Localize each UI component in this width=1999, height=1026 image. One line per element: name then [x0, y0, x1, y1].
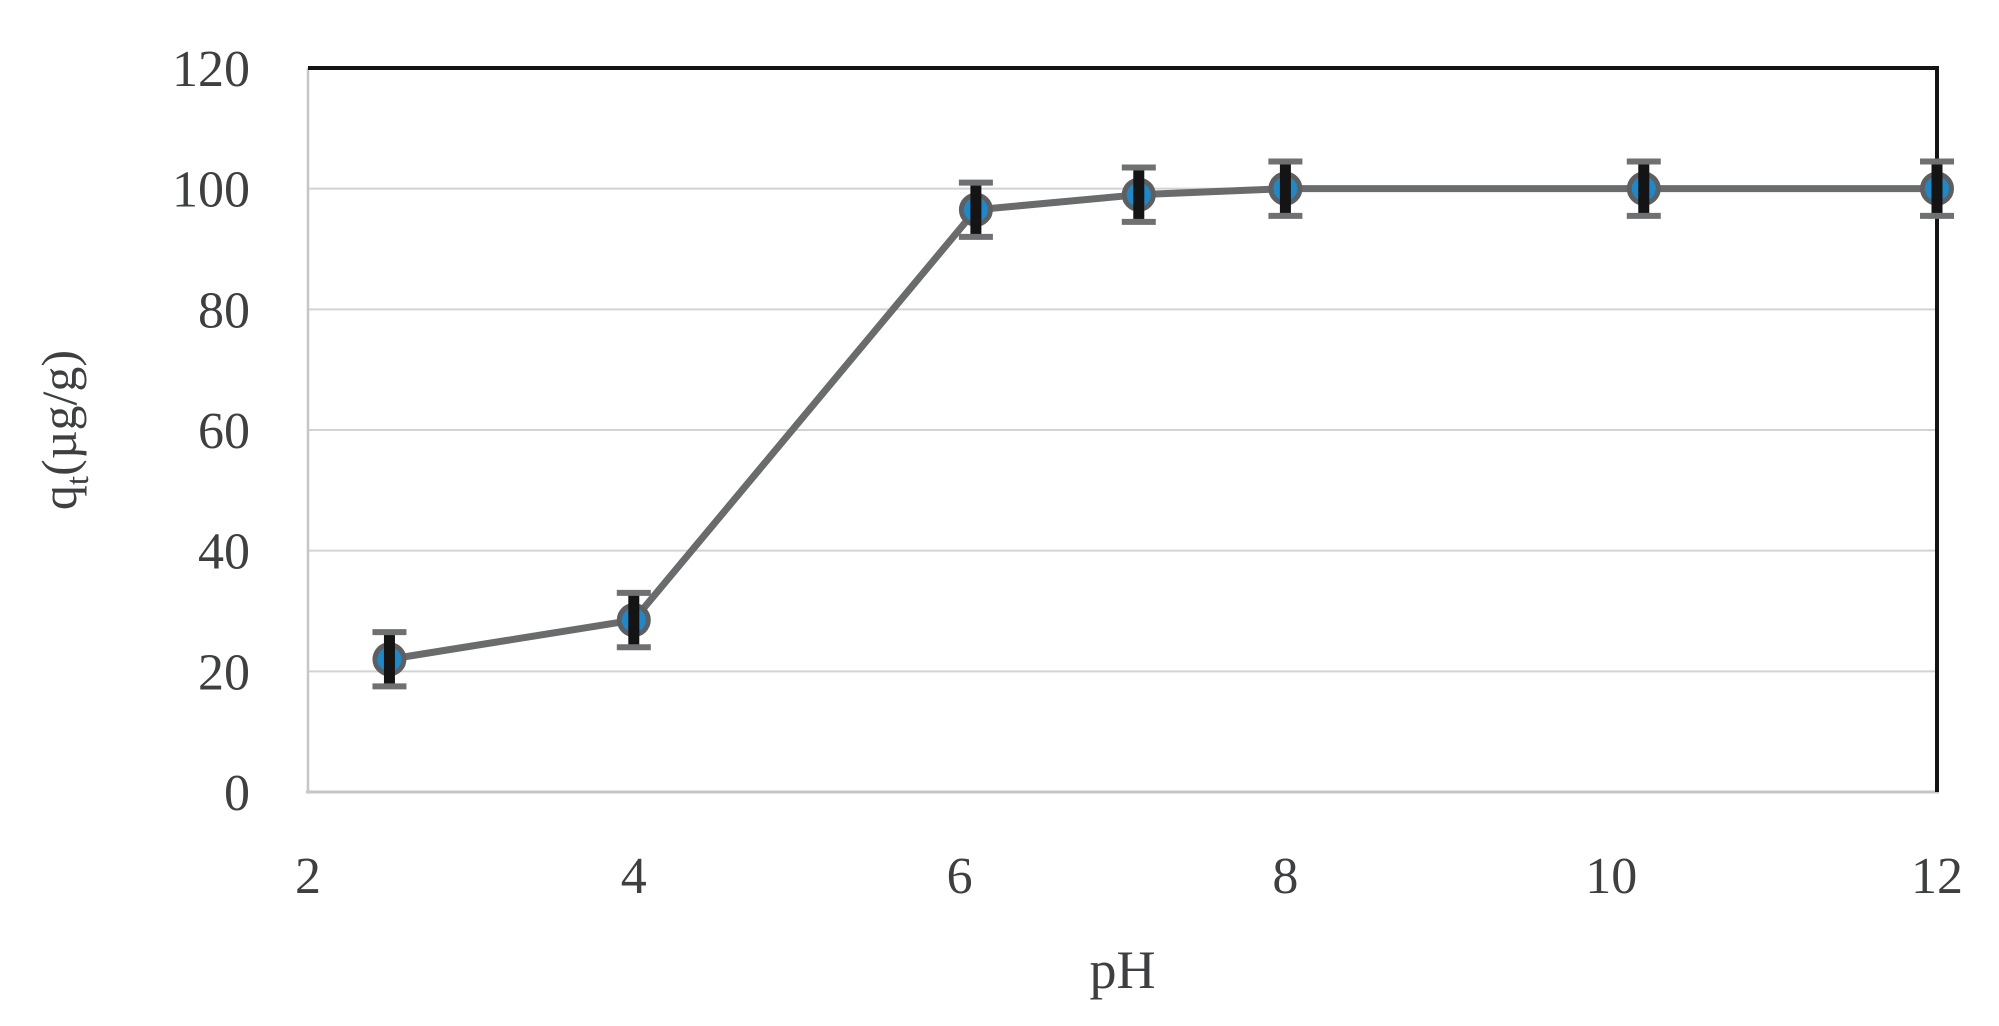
x-tick-label-8: 8 — [1272, 848, 1298, 905]
y-tick-label-120: 120 — [172, 41, 250, 98]
y-tick-label-40: 40 — [198, 524, 250, 581]
y-axis-title: qt(µg/g) — [31, 350, 96, 510]
x-axis-title: pH — [1090, 940, 1156, 1000]
y-tick-label-60: 60 — [198, 403, 250, 460]
y-tick-label-80: 80 — [198, 282, 250, 339]
y-tick-label-20: 20 — [198, 644, 250, 701]
x-tick-label-4: 4 — [621, 848, 647, 905]
x-tick-label-10: 10 — [1585, 848, 1637, 905]
x-tick-label-6: 6 — [947, 848, 973, 905]
x-tick-label-12: 12 — [1911, 848, 1963, 905]
series-line — [385, 185, 1941, 663]
y-tick-label-0: 0 — [224, 765, 250, 822]
x-tick-label-2: 2 — [295, 848, 321, 905]
y-tick-label-100: 100 — [172, 162, 250, 219]
